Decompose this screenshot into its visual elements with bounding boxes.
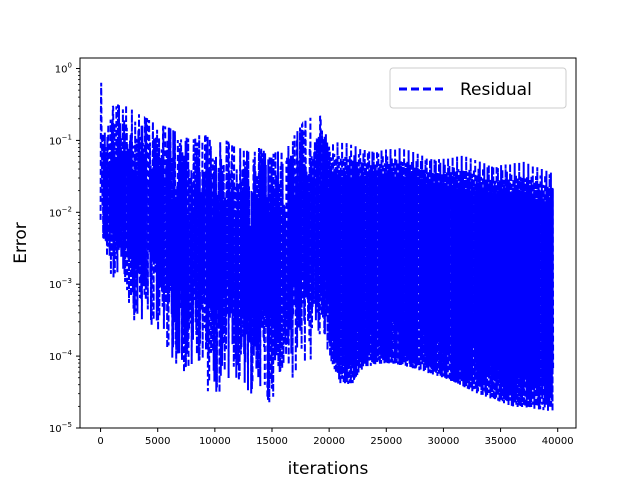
x-tick-label: 30000 [428,436,460,447]
x-tick-label: 5000 [145,436,170,447]
axes-frame [79,57,577,429]
y-axis-label: Error [11,222,31,263]
x-tick-label: 20000 [313,436,345,447]
y-tick-label: 10−5 [49,421,72,435]
x-tick-label: 15000 [256,436,288,447]
y-tick-label: 10−1 [49,133,72,147]
x-tick-label: 0 [97,436,103,447]
plot-area [99,82,555,412]
legend-label-residual: Residual [460,80,532,100]
x-tick-label: 35000 [485,436,517,447]
y-tick-label: 10−4 [49,349,73,363]
legend-box [389,67,567,109]
x-axis-label: iterations [288,459,369,479]
y-tick-label: 10−3 [49,277,72,291]
x-tick-label: 10000 [199,436,231,447]
series-line-residual [99,82,555,412]
y-tick-label: 100 [55,62,72,76]
x-tick-label: 40000 [542,436,574,447]
legend: Residual [389,67,567,109]
x-tick-label: 25000 [370,436,402,447]
y-tick-label: 10−2 [49,205,72,219]
x-axis: 0 5000 10000 15000 20000 25000 30000 35000 40000 [97,428,574,447]
y-axis: 10−5 10−4 10−3 10−2 10−1 100 [49,62,80,435]
